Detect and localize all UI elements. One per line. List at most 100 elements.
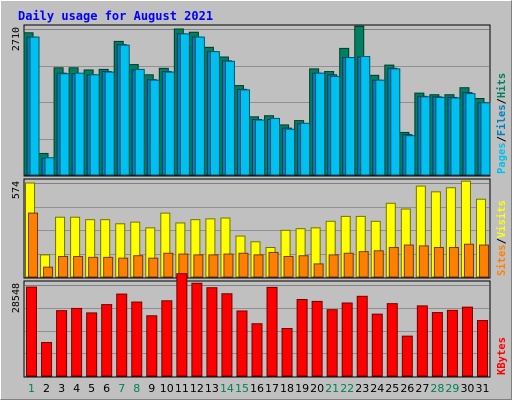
bar-kbytes-day-9 (146, 315, 158, 377)
legend-entry: / (496, 136, 508, 142)
panels-layer: 2710Pages/Files/Hits574Sites/Visits28548… (11, 24, 508, 378)
bar-sites-day-30 (463, 243, 474, 278)
legend-visits: Sites/Visits (496, 200, 508, 276)
bar-pages-day-22 (345, 57, 356, 176)
legend-kbytes: KBytes (496, 337, 508, 375)
bar-kbytes-day-8 (131, 301, 143, 377)
bar-sites-day-22 (343, 252, 354, 278)
x-tick-label: 31 (475, 382, 489, 395)
bar-kbytes-day-31 (476, 320, 488, 377)
x-tick-label: 20 (310, 382, 324, 395)
bar-sites-day-19 (298, 255, 309, 278)
x-tick-label: 9 (148, 382, 155, 395)
bar-sites-day-15 (238, 252, 249, 278)
bar-pages-day-30 (465, 93, 476, 176)
x-tick-label: 11 (175, 382, 189, 395)
x-tick-label: 22 (340, 382, 354, 395)
bar-kbytes-day-23 (356, 295, 368, 377)
bar-sites-day-29 (448, 247, 459, 278)
legend-entry: Files (496, 104, 508, 136)
bar-kbytes-day-10 (161, 300, 173, 377)
bar-pages-day-20 (315, 72, 326, 176)
panel-visits: 574 Sites/Visits (11, 178, 508, 279)
x-tick-label: 2 (43, 382, 50, 395)
bar-sites-day-20 (313, 263, 324, 278)
bar-pages-day-29 (450, 97, 461, 176)
bar-sites-day-13 (208, 254, 219, 278)
bar-pages-day-2 (44, 157, 55, 176)
bar-kbytes-day-13 (206, 287, 218, 377)
bar-kbytes-day-16 (251, 323, 263, 377)
x-tick-label: 4 (73, 382, 80, 395)
series-pages (29, 33, 491, 176)
bar-sites-day-24 (373, 250, 384, 278)
bar-pages-day-15 (239, 89, 250, 176)
bar-kbytes-day-7 (116, 293, 128, 377)
bar-kbytes-day-29 (446, 309, 458, 377)
bar-sites-day-21 (328, 254, 339, 278)
bar-sites-day-12 (193, 254, 204, 278)
bar-sites-day-4 (73, 256, 84, 278)
bar-pages-day-9 (149, 79, 160, 176)
bar-sites-day-31 (478, 244, 489, 278)
legend-entry: Pages (496, 142, 508, 174)
x-tick-label: 25 (385, 382, 399, 395)
bar-kbytes-day-21 (326, 309, 338, 377)
x-tick-label: 17 (265, 382, 279, 395)
bar-kbytes-day-22 (341, 302, 353, 377)
bar-kbytes-day-20 (311, 300, 323, 377)
series-kbytes (26, 273, 488, 377)
bar-kbytes-day-15 (236, 310, 248, 377)
x-tick-label: 6 (103, 382, 110, 395)
bar-sites-day-6 (103, 256, 114, 278)
bar-sites-day-5 (88, 256, 99, 278)
x-tick-label: 29 (445, 382, 459, 395)
bar-pages-day-5 (89, 74, 100, 176)
bar-pages-day-3 (59, 73, 70, 176)
legend-entry: Sites (496, 244, 508, 276)
bar-kbytes-day-25 (386, 303, 398, 377)
legend-entry: KBytes (496, 337, 508, 375)
bar-pages-day-14 (224, 60, 235, 176)
bar-kbytes-day-26 (401, 335, 413, 377)
bar-sites-day-14 (223, 253, 234, 278)
bar-pages-day-6 (104, 71, 115, 176)
bar-kbytes-day-27 (416, 305, 428, 377)
bar-sites-day-10 (163, 252, 174, 278)
x-tick-label: 5 (88, 382, 95, 395)
bar-pages-day-11 (179, 33, 190, 176)
bar-pages-day-26 (405, 135, 416, 176)
bar-pages-day-21 (330, 75, 341, 176)
x-tick-label: 14 (220, 382, 234, 395)
legend-traffic: Pages/Files/Hits (496, 73, 508, 174)
bar-pages-day-23 (360, 55, 371, 176)
bar-pages-day-27 (420, 96, 431, 176)
bar-sites-day-18 (283, 256, 294, 278)
x-tick-label: 8 (133, 382, 140, 395)
y-max-label: 574 (11, 181, 22, 199)
bar-sites-day-17 (268, 251, 279, 278)
x-tick-label: 10 (160, 382, 174, 395)
bar-kbytes-day-24 (371, 313, 383, 377)
bar-pages-day-31 (480, 102, 491, 176)
bar-pages-day-12 (194, 36, 205, 176)
bar-pages-day-16 (255, 119, 265, 176)
chart-title: Daily usage for August 2021 (18, 9, 213, 23)
panel-kbytes: 28548 KBytes (11, 273, 508, 378)
bar-pages-day-24 (375, 79, 386, 176)
bar-kbytes-day-6 (101, 304, 113, 377)
bar-pages-day-25 (390, 68, 401, 176)
bar-pages-day-4 (74, 72, 85, 176)
bar-sites-day-1 (28, 212, 39, 278)
bar-kbytes-day-17 (266, 286, 278, 377)
bar-sites-day-7 (118, 257, 129, 278)
bar-sites-day-27 (418, 245, 429, 278)
bar-sites-day-3 (58, 256, 69, 278)
bar-pages-day-28 (435, 96, 446, 176)
x-tick-label: 13 (205, 382, 219, 395)
bar-sites-day-2 (43, 266, 54, 278)
bar-kbytes-day-4 (71, 307, 83, 377)
x-tick-label: 3 (58, 382, 65, 395)
